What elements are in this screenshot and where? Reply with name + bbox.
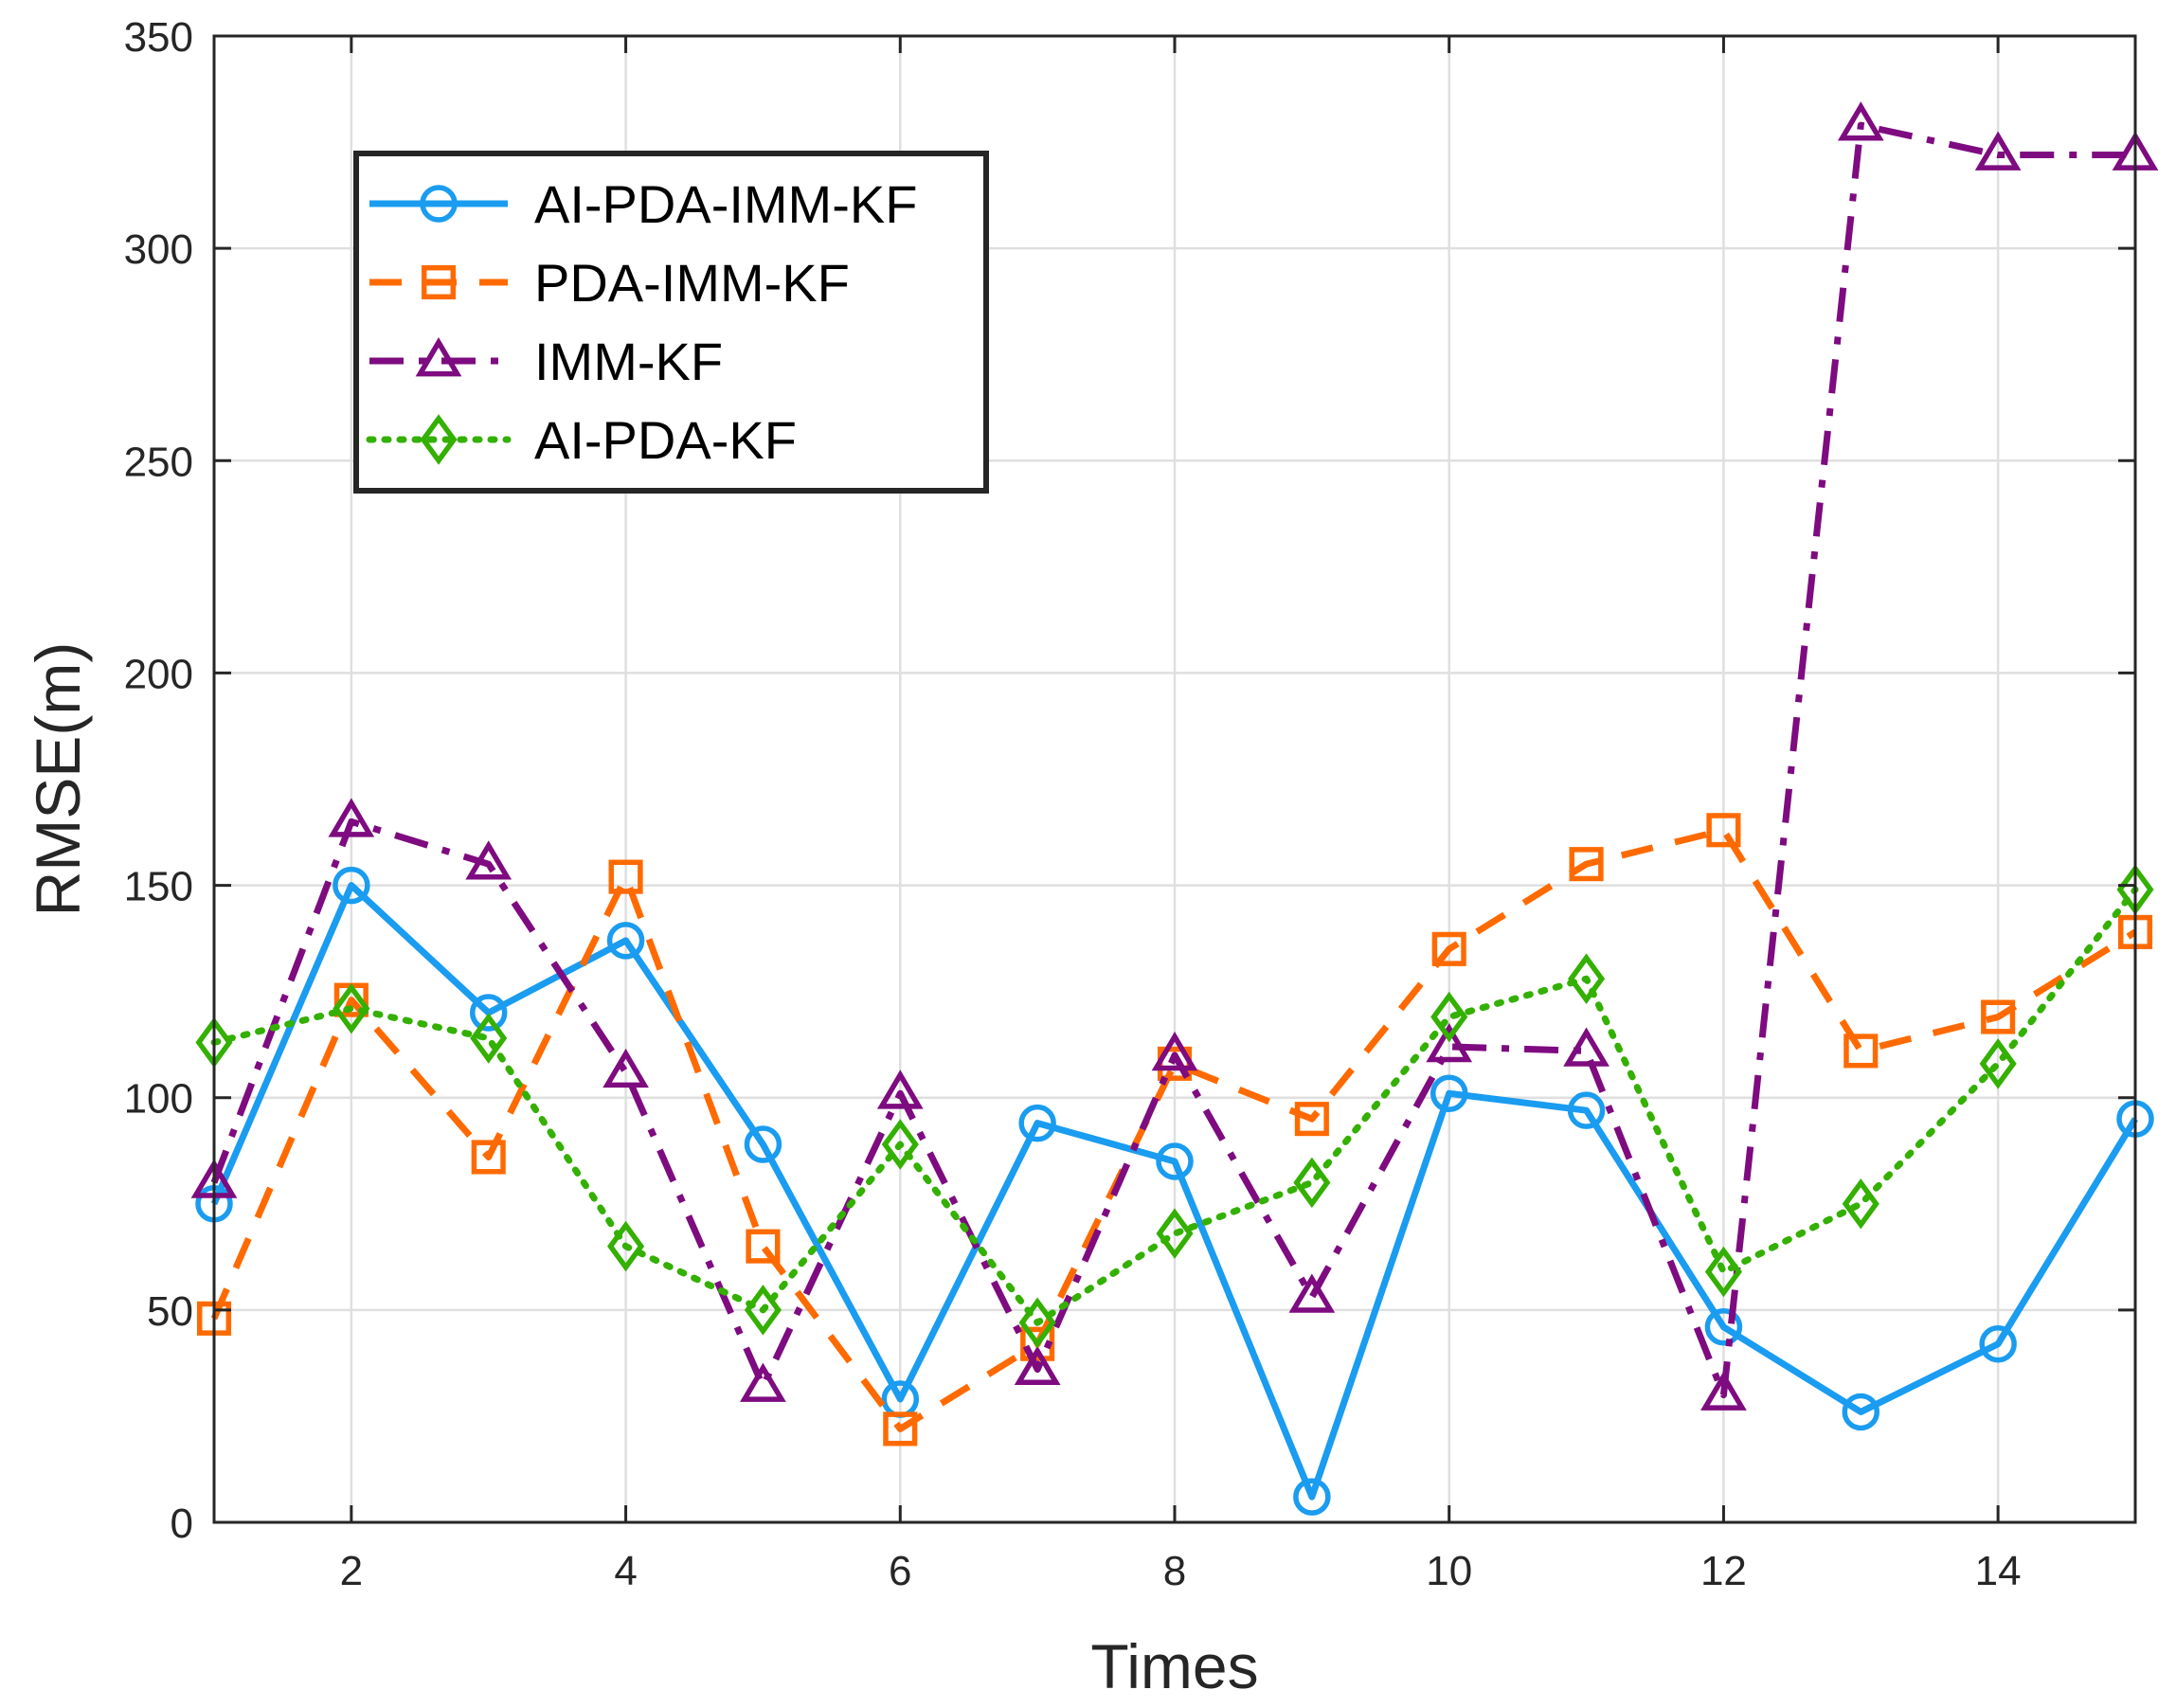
data-point-circle [744, 1125, 782, 1163]
data-point-triangle [1151, 1031, 1198, 1071]
y-tick-label: 150 [124, 864, 193, 910]
data-point-diamond [607, 1220, 645, 1272]
y-tick-label: 0 [171, 1501, 193, 1547]
data-point-triangle [1700, 1371, 1747, 1411]
x-axis-title: Times [1090, 1631, 1258, 1701]
data-point-square [1981, 999, 2016, 1034]
y-axis-title: RMSE(m) [23, 642, 93, 917]
data-point-triangle [1426, 1022, 1473, 1063]
data-point-square [608, 859, 643, 894]
data-point-circle [1567, 1091, 1606, 1129]
data-point-triangle [1563, 1027, 1610, 1067]
data-point-diamond [744, 1285, 782, 1336]
legend-label: IMM-KF [534, 332, 723, 391]
data-point-circle [1979, 1324, 2017, 1363]
data-point-diamond [333, 982, 370, 1034]
data-point-diamond [1156, 1208, 1194, 1259]
data-point-circle [1842, 1393, 1880, 1431]
series-line [210, 826, 2137, 1432]
y-tick-label: 300 [124, 226, 193, 273]
data-point-circle [1018, 1104, 1056, 1142]
data-point-square [883, 1411, 918, 1447]
legend-item: PDA-IMM-KF [369, 253, 850, 313]
data-point-circle [333, 866, 370, 905]
data-point-diamond [420, 414, 458, 465]
x-tick-label: 14 [1975, 1548, 2022, 1594]
data-point-square [746, 1229, 781, 1264]
data-point-square [1294, 1102, 1329, 1137]
data-point-circle [1156, 1142, 1194, 1180]
data-point-diamond [1979, 1038, 2017, 1089]
data-point-circle [1293, 1478, 1331, 1516]
data-point-triangle [415, 337, 462, 377]
data-point-diamond [1018, 1297, 1056, 1349]
x-tick-label: 10 [1426, 1548, 1472, 1594]
series-line [210, 886, 2139, 1326]
x-tick-label: 2 [340, 1548, 363, 1594]
y-tick-label: 50 [147, 1288, 193, 1335]
series-imm-kf [190, 101, 2159, 1411]
legend: AI-PDA-IMM-KF PDA-IMM-KF IMM-KF AI-PDA-KF [353, 151, 989, 494]
data-point-square [421, 264, 457, 300]
data-point-triangle [465, 840, 513, 880]
data-point-circle [469, 994, 508, 1032]
legend-label: PDA-IMM-KF [534, 253, 850, 313]
data-point-triangle [1837, 101, 1884, 141]
data-point-triangle [740, 1362, 786, 1402]
data-point-circle [420, 185, 458, 223]
series-line [210, 882, 2138, 1501]
data-point-diamond [1430, 991, 1468, 1043]
x-tick-label: 8 [1163, 1548, 1186, 1594]
legend-label: AI-PDA-KF [534, 410, 797, 470]
data-point-diamond [1293, 1157, 1331, 1209]
data-point-circle [1430, 1074, 1468, 1112]
data-point-square [1569, 847, 1604, 882]
data-point-diamond [1568, 953, 1606, 1004]
legend-item: AI-PDA-IMM-KF [369, 174, 917, 234]
x-tick-label: 4 [614, 1548, 637, 1594]
legend-item: AI-PDA-KF [366, 410, 797, 470]
legend-box [353, 151, 989, 494]
x-tick-label: 6 [889, 1548, 911, 1594]
data-point-circle [606, 922, 645, 960]
data-point-square [1431, 931, 1466, 966]
data-point-square [1706, 813, 1741, 848]
x-tick-label: 12 [1700, 1548, 1747, 1594]
y-tick-label: 200 [124, 651, 193, 697]
axis-ticks: 2 4 6 8 10 12 14 0 50 100 150 200 250 300 350 [124, 14, 2135, 1594]
data-point-diamond [1704, 1246, 1742, 1298]
legend-label: AI-PDA-IMM-KF [534, 174, 917, 234]
y-tick-label: 250 [124, 439, 193, 485]
data-point-circle [1704, 1308, 1743, 1346]
data-point-triangle [1974, 131, 2022, 171]
data-point-diamond [1842, 1178, 1879, 1230]
series-line [210, 121, 2135, 1399]
data-point-square [1843, 1034, 1879, 1069]
legend-item: IMM-KF [369, 332, 723, 391]
data-point-diamond [470, 1013, 508, 1064]
data-point-diamond [881, 1119, 919, 1170]
data-point-triangle [1014, 1345, 1061, 1385]
y-tick-label: 100 [124, 1076, 193, 1123]
data-point-triangle [328, 798, 375, 837]
y-tick-label: 350 [124, 14, 193, 61]
data-point-triangle [876, 1070, 924, 1109]
data-point-triangle [602, 1048, 649, 1088]
data-point-square [471, 1140, 506, 1175]
data-point-triangle [1288, 1273, 1336, 1313]
